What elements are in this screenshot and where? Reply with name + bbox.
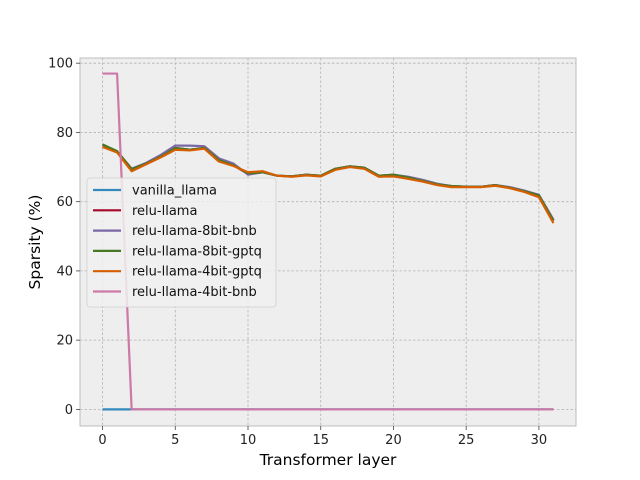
axis-ticks: 0 5 10 15 20 25 30 0 20 40 60 80 100: [48, 57, 547, 448]
legend-label-relu-llama-8bit-gptq: relu-llama-8bit-gptq: [132, 244, 262, 259]
x-tick-label: 0: [98, 433, 106, 448]
y-tick-label: 80: [56, 126, 73, 141]
legend-label-relu-llama-8bit-bnb: relu-llama-8bit-bnb: [132, 224, 257, 239]
y-tick-label: 100: [48, 57, 73, 72]
series-lines: [102, 72, 555, 411]
legend-label-vanilla-llama: vanilla_llama: [132, 184, 217, 199]
legend-label-relu-llama: relu-llama: [132, 204, 197, 219]
legend: vanilla_llama relu-llama relu-llama-8bit-b…: [86, 177, 277, 308]
x-axis-label: Transformer layer: [259, 451, 397, 469]
series-line-relu-llama-4bit-bnb: [102, 72, 554, 411]
x-tick-label: 20: [385, 433, 402, 448]
y-tick-label: 20: [56, 334, 73, 349]
legend-box: [86, 177, 277, 308]
x-tick-label: 15: [312, 433, 329, 448]
x-tick-label: 5: [171, 433, 179, 448]
x-tick-label: 25: [458, 433, 475, 448]
series-line-relu-llama-4bit-gptq: [102, 145, 555, 224]
legend-label-relu-llama-4bit-gptq: relu-llama-4bit-gptq: [132, 265, 262, 280]
x-tick-label: 30: [531, 433, 548, 448]
y-tick-label: 0: [65, 403, 73, 418]
y-tick-label: 60: [56, 195, 73, 210]
y-axis-label: Sparsity (%): [26, 195, 44, 290]
legend-label-relu-llama-4bit-bnb: relu-llama-4bit-bnb: [132, 285, 257, 300]
y-tick-label: 40: [56, 264, 73, 279]
plot-frame: [79, 57, 577, 427]
x-tick-label: 10: [240, 433, 257, 448]
